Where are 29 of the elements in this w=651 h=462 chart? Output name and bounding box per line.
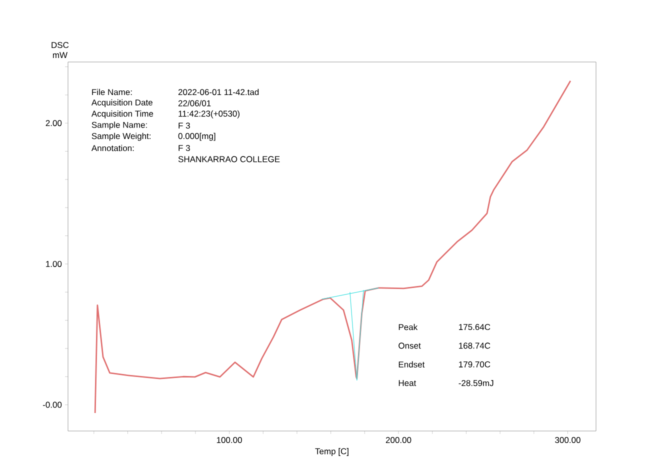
annotation: 175.64C (459, 324, 490, 330)
annotation: Peak (398, 324, 418, 330)
annotation: Endset (398, 361, 425, 368)
annotation: 11:42:23(+0530) (178, 110, 240, 118)
annotation: Onset (398, 342, 421, 349)
annotation: Heat (398, 380, 416, 386)
annotation: F 3 (178, 122, 190, 129)
annotation: 22/06/01 (178, 100, 211, 106)
annotation: -28.59mJ (458, 380, 494, 386)
y-axis-title: DSC mW (52, 42, 69, 58)
annotation: 179.70C (459, 361, 490, 368)
annotation: Sample Weight: (92, 132, 150, 141)
y-tick-label: -0.00 (42, 402, 62, 408)
x-tick-label: 200.00 (386, 437, 412, 444)
annotation: File Name: (92, 88, 132, 96)
annotation: 2022-06-01 11-42.tad (178, 88, 259, 96)
y-tick-label: 1.00 (46, 260, 62, 267)
annotation: Acquisition Time (91, 110, 154, 118)
annotation: F 3 (178, 144, 190, 152)
x-axis-title: Temp [C] (315, 448, 348, 456)
y-tick-label: 2.00 (46, 120, 62, 126)
annotation: SHANKARRAO COLLEGE (178, 156, 280, 162)
annotation: Annotation: (91, 144, 134, 152)
x-tick-label: 300.00 (555, 437, 580, 444)
annotation: 0.000[mg] (178, 132, 216, 141)
annotation: 168.74C (459, 342, 490, 349)
annotation: Sample Name: (92, 122, 147, 130)
annotation: Acquisition Date (91, 99, 152, 108)
x-tick-label: 100.00 (216, 437, 242, 444)
